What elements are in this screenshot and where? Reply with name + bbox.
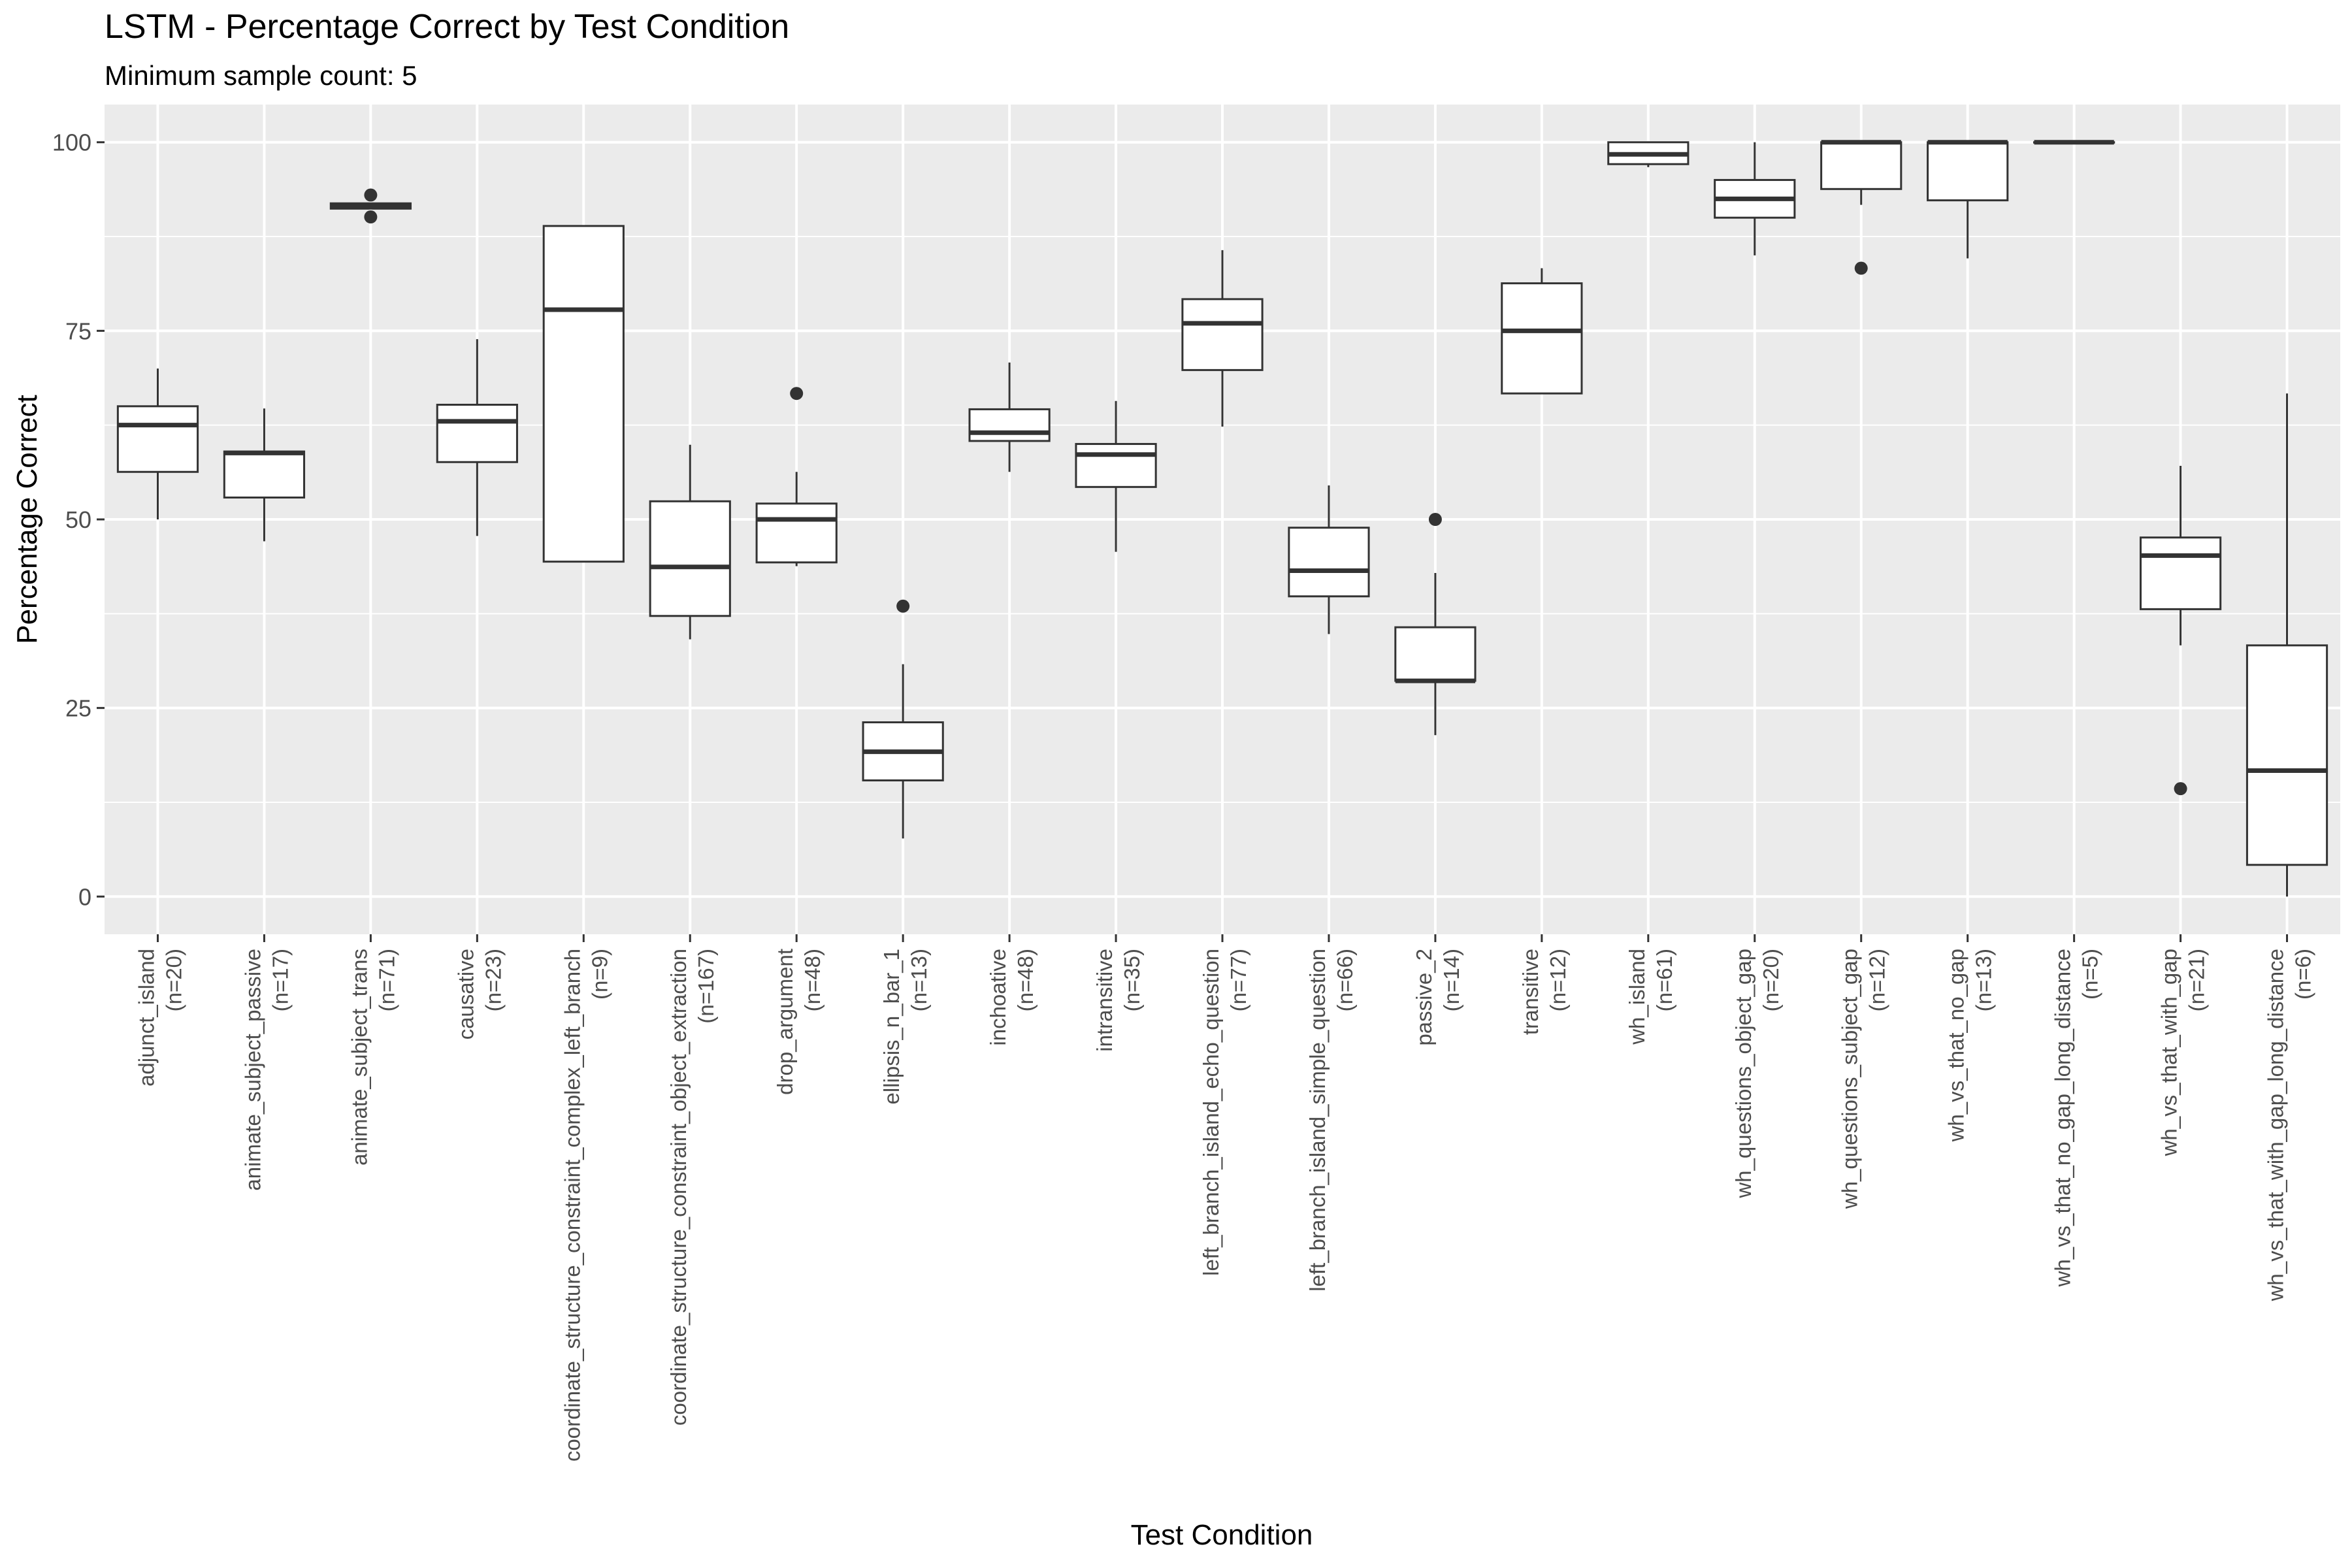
x-tick-label: transitive <box>1518 949 1543 1035</box>
x-tick-label: drop_argument <box>773 949 797 1095</box>
x-tick-count: (n=13) <box>1972 949 1996 1011</box>
x-tick-label: wh_island <box>1625 949 1649 1045</box>
x-tick-count: (n=14) <box>1439 949 1463 1011</box>
x-tick-label: wh_questions_object_gap <box>1731 949 1756 1199</box>
boxplot-wh_vs_that_no_gap_long_distance <box>2033 140 2115 145</box>
box <box>223 450 306 499</box>
x-tick-label: coordinate_structure_constraint_complex_… <box>560 949 584 1462</box>
x-tick-label: animate_subject_passive <box>240 949 265 1191</box>
box <box>542 225 625 563</box>
y-tick-label: 0 <box>78 883 91 910</box>
x-tick-label: wh_vs_that_with_gap_long_distance <box>2264 949 2288 1301</box>
boxplot-drop_argument <box>755 387 838 566</box>
chart-subtitle: Minimum sample count: 5 <box>105 60 417 91</box>
x-tick-label: left_branch_island_echo_question <box>1199 949 1223 1276</box>
outlier-point <box>1428 513 1442 526</box>
x-tick-label: animate_subject_trans <box>347 949 371 1166</box>
x-tick-label: wh_vs_that_no_gap_long_distance <box>2051 949 2075 1287</box>
boxplots <box>116 140 2328 897</box>
x-tick-label: wh_questions_subject_gap <box>1838 949 1862 1209</box>
outlier-point <box>790 387 804 400</box>
x-tick-label: coordinate_structure_constraint_object_e… <box>666 949 691 1426</box>
x-tick-count: (n=61) <box>1652 949 1676 1011</box>
outlier-point <box>896 599 910 613</box>
x-tick-count: (n=35) <box>1120 949 1144 1011</box>
x-tick-label: wh_vs_that_with_gap <box>2157 949 2181 1156</box>
box <box>116 405 199 473</box>
x-tick-count: (n=17) <box>268 949 292 1011</box>
boxplot-animate_subject_trans <box>329 188 412 224</box>
y-axis-title: Percentage Correct <box>11 395 43 644</box>
boxplot-intransitive <box>1075 400 1157 552</box>
boxplot-wh_island <box>1607 141 1690 167</box>
box <box>1288 527 1370 598</box>
outlier-point <box>364 188 378 202</box>
x-axis: adjunct_island (n=20) animate_subject_pass… <box>134 934 2315 1462</box>
box <box>436 404 518 463</box>
x-tick-label: inchoative <box>986 949 1010 1046</box>
x-tick-count: (n=6) <box>2291 949 2315 1000</box>
x-tick-count: (n=48) <box>1013 949 1037 1011</box>
box <box>1075 443 1157 488</box>
x-tick-count: (n=23) <box>481 949 505 1011</box>
boxplot-left_branch_island_simple_question <box>1288 485 1370 634</box>
x-tick-count: (n=20) <box>1759 949 1783 1011</box>
boxplot-wh_vs_that_no_gap <box>1927 140 2009 259</box>
y-tick-label: 75 <box>65 318 91 344</box>
x-tick-count: (n=77) <box>1226 949 1250 1011</box>
chart-title: LSTM - Percentage Correct by Test Condit… <box>105 8 789 46</box>
x-tick-label: causative <box>453 949 478 1039</box>
x-tick-count: (n=21) <box>2185 949 2209 1011</box>
box <box>1394 626 1477 682</box>
boxplot-wh_questions_subject_gap <box>1820 140 1903 275</box>
x-tick-label: wh_vs_that_no_gap <box>1944 949 1968 1142</box>
x-tick-label: intransitive <box>1092 949 1117 1052</box>
boxplot-ellipsis_n_bar_1 <box>862 599 944 839</box>
x-tick-label: adjunct_island <box>134 949 158 1086</box>
boxplot-coordinate_structure_constraint_object_extraction <box>649 444 731 640</box>
boxplot-transitive <box>1501 268 1583 395</box>
y-axis: 0 25 50 75 100 <box>52 129 105 910</box>
boxplot-wh_vs_that_with_gap <box>2139 466 2222 796</box>
boxplot-wh_questions_object_gap <box>1714 142 1796 255</box>
boxplot-left_branch_island_echo_question <box>1181 250 1264 427</box>
box <box>1927 141 2009 202</box>
boxplot-passive_2 <box>1394 513 1477 736</box>
x-tick-count: (n=12) <box>1865 949 1889 1011</box>
box <box>1501 282 1583 395</box>
y-tick-label: 25 <box>65 695 91 722</box>
box <box>1820 141 1903 190</box>
outlier-point <box>364 210 378 224</box>
box <box>2139 536 2222 610</box>
outlier-point <box>1854 261 1868 275</box>
boxplot-animate_subject_passive <box>223 408 306 542</box>
box <box>649 500 731 617</box>
x-tick-count: (n=12) <box>1546 949 1570 1011</box>
outlier-point <box>2174 782 2187 796</box>
boxplot-coordinate_structure_constraint_complex_left_branch <box>542 225 625 563</box>
box <box>2246 644 2328 866</box>
x-tick-count: (n=167) <box>694 949 718 1024</box>
box <box>968 408 1051 442</box>
x-tick-count: (n=20) <box>161 949 186 1011</box>
boxplot-adjunct_island <box>116 368 199 519</box>
box <box>1181 298 1264 371</box>
x-tick-label: passive_2 <box>1412 949 1436 1046</box>
y-tick-label: 50 <box>65 506 91 533</box>
x-axis-title: Test Condition <box>1131 1519 1313 1551</box>
x-tick-count: (n=66) <box>1333 949 1357 1011</box>
x-tick-count: (n=9) <box>587 949 612 1000</box>
x-tick-count: (n=71) <box>374 949 399 1011</box>
box <box>755 502 838 564</box>
x-tick-label: ellipsis_n_bar_1 <box>879 949 904 1105</box>
boxplot-inchoative <box>968 362 1051 472</box>
boxplot-causative <box>436 339 518 536</box>
y-tick-label: 100 <box>52 129 91 156</box>
boxplot-wh_vs_that_with_gap_long_distance <box>2246 393 2328 897</box>
x-tick-count: (n=13) <box>907 949 931 1011</box>
x-tick-label: left_branch_island_simple_question <box>1305 949 1330 1292</box>
x-tick-count: (n=5) <box>2078 949 2102 1000</box>
x-tick-count: (n=48) <box>800 949 825 1011</box>
